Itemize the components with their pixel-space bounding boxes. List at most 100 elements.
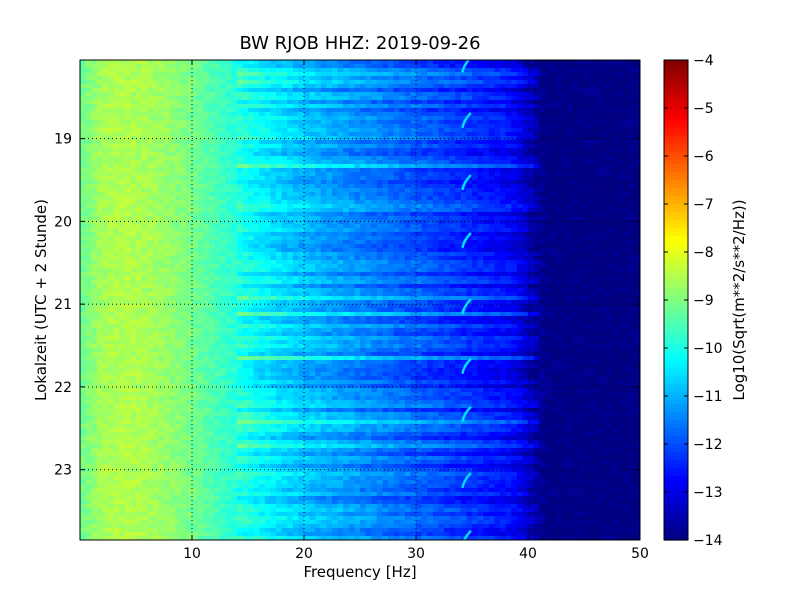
spectrogram-cell [164, 252, 171, 257]
spectrogram-cell [511, 236, 518, 241]
spectrogram-cell [287, 108, 294, 113]
spectrogram-cell [606, 60, 613, 65]
spectrogram-cell [348, 200, 355, 205]
spectrogram-cell [292, 216, 299, 221]
spectrogram-cell [332, 160, 339, 165]
spectrogram-cell [96, 112, 103, 117]
spectrogram-cell [399, 232, 406, 237]
spectrogram-cell [152, 84, 159, 89]
spectrogram-cell [472, 164, 479, 169]
spectrogram-cell [449, 152, 456, 157]
spectrogram-cell [276, 100, 283, 105]
spectrogram-cell [276, 172, 283, 177]
spectrogram-cell [248, 168, 255, 173]
spectrogram-cell [214, 148, 221, 153]
spectrogram-cell [516, 88, 523, 93]
spectrogram-cell [85, 228, 92, 233]
spectrogram-cell [477, 188, 484, 193]
spectrogram-cell [477, 220, 484, 225]
spectrogram-cell [276, 212, 283, 217]
spectrogram-cell [505, 168, 512, 173]
spectrogram-cell [208, 240, 215, 245]
spectrogram-cell [326, 192, 333, 197]
spectrogram-cell [259, 128, 266, 133]
spectrogram-cell [399, 228, 406, 233]
spectrogram-cell [556, 192, 563, 197]
spectrogram-cell [197, 224, 204, 229]
spectrogram-cell [528, 256, 535, 261]
spectrogram-cell [595, 228, 602, 233]
spectrogram-cell [253, 168, 260, 173]
spectrogram-cell [589, 128, 596, 133]
spectrogram-cell [348, 240, 355, 245]
spectrogram-cell [533, 164, 540, 169]
spectrogram-cell [276, 88, 283, 93]
spectrogram-cell [399, 156, 406, 161]
spectrogram-cell [500, 176, 507, 181]
spectrogram-cell [281, 152, 288, 157]
spectrogram-cell [119, 64, 126, 69]
spectrogram-cell [623, 120, 630, 125]
spectrogram-cell [197, 108, 204, 113]
spectrogram-cell [96, 196, 103, 201]
spectrogram-cell [623, 80, 630, 85]
spectrogram-cell [231, 88, 238, 93]
spectrogram-cell [376, 92, 383, 97]
spectrogram-cell [270, 228, 277, 233]
spectrogram-cell [130, 240, 137, 245]
spectrogram-cell [169, 228, 176, 233]
spectrogram-cell [231, 156, 238, 161]
spectrogram-cell [281, 92, 288, 97]
spectrogram-cell [432, 152, 439, 157]
spectrogram-cell [91, 196, 98, 201]
spectrogram-cell [477, 124, 484, 129]
spectrogram-cell [516, 84, 523, 89]
spectrogram-cell [612, 196, 619, 201]
spectrogram-cell [309, 92, 316, 97]
spectrogram-cell [528, 148, 535, 153]
spectrogram-cell [516, 176, 523, 181]
spectrogram-cell [158, 92, 165, 97]
spectrogram-cell [617, 180, 624, 185]
spectrogram-cell [113, 212, 120, 217]
spectrogram-cell [158, 180, 165, 185]
spectrogram-cell [617, 160, 624, 165]
spectrogram-cell [584, 208, 591, 213]
spectrogram-cell [393, 116, 400, 121]
spectrogram-cell [455, 236, 462, 241]
spectrogram-cell [561, 76, 568, 81]
spectrogram-cell [623, 112, 630, 117]
spectrogram-cell [281, 60, 288, 65]
spectrogram-cell [404, 164, 411, 169]
spectrogram-cell [432, 100, 439, 105]
spectrogram-cell [388, 124, 395, 129]
spectrogram-cell [505, 204, 512, 209]
spectrogram-cell [96, 136, 103, 141]
spectrogram-cell [236, 108, 243, 113]
spectrogram-cell [371, 192, 378, 197]
spectrogram-cell [623, 224, 630, 229]
spectrogram-cell [427, 100, 434, 105]
spectrogram-cell [337, 104, 344, 109]
spectrogram-cell [147, 216, 154, 221]
spectrogram-cell [371, 132, 378, 137]
spectrogram-cell [528, 208, 535, 213]
spectrogram-cell [248, 124, 255, 129]
spectrogram-cell [432, 104, 439, 109]
spectrogram-cell [164, 236, 171, 241]
spectrogram-cell [242, 80, 249, 85]
spectrogram-cell [399, 224, 406, 229]
spectrogram-cell [348, 144, 355, 149]
spectrogram-cell [315, 116, 322, 121]
spectrogram-cell [214, 84, 221, 89]
spectrogram-cell [102, 204, 109, 209]
spectrogram-cell [113, 120, 120, 125]
spectrogram-cell [309, 244, 316, 249]
spectrogram-cell [567, 236, 574, 241]
spectrogram-cell [595, 80, 602, 85]
spectrogram-cell [225, 200, 232, 205]
spectrogram-cell [556, 200, 563, 205]
spectrogram-cell [264, 136, 271, 141]
spectrogram-cell [421, 116, 428, 121]
spectrogram-cell [248, 204, 255, 209]
